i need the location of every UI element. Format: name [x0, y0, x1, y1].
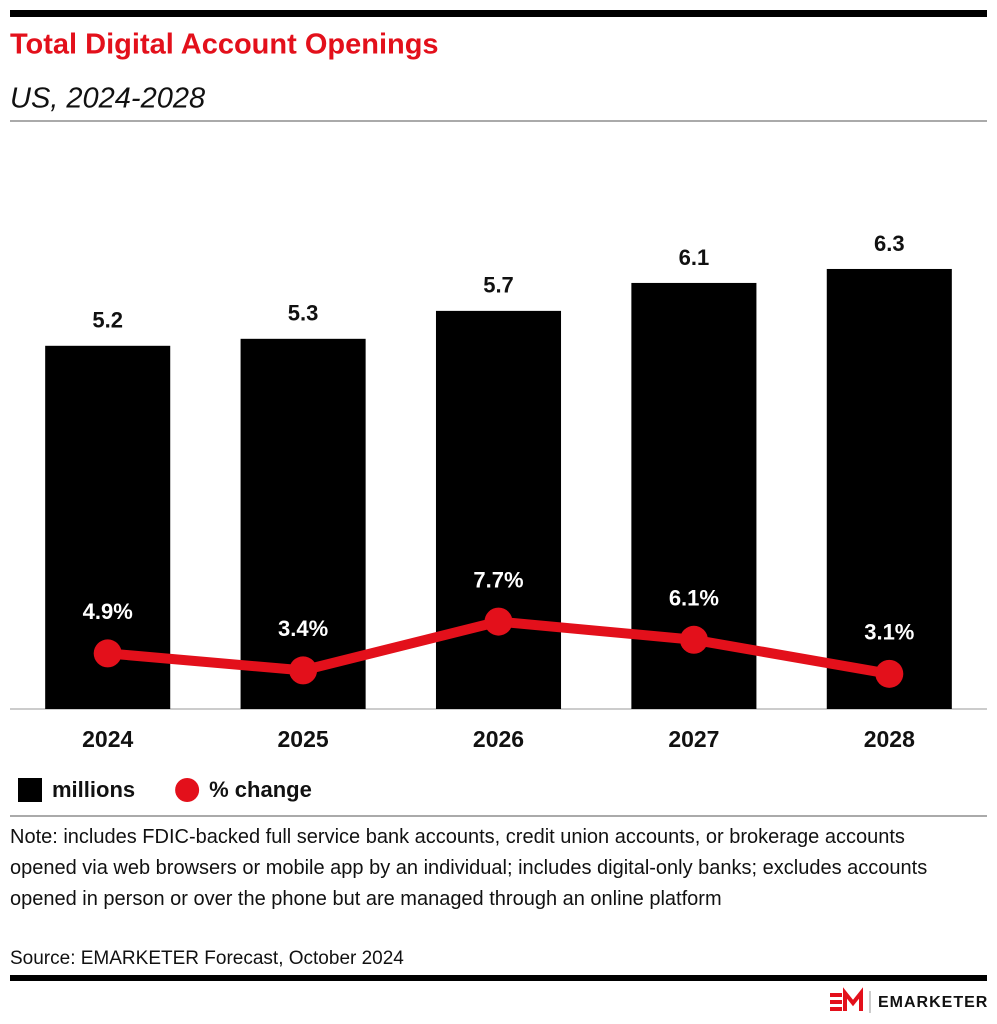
source: Source: EMARKETER Forecast, October 2024 — [10, 948, 404, 969]
brand: EMARKETER — [878, 994, 988, 1011]
logo — [830, 987, 871, 1013]
bar-value-label: 5.3 — [288, 301, 319, 326]
chart-title: Total Digital Account Openings — [10, 29, 439, 61]
bar — [240, 338, 366, 709]
note: Note: includes FDIC-backed full service … — [10, 826, 928, 910]
bottom-rule — [10, 975, 987, 981]
line-marker — [875, 659, 904, 688]
bar-value-label: 6.3 — [874, 231, 905, 256]
line-value-label: 6.1% — [669, 586, 719, 611]
x-tick-label: 2028 — [864, 726, 915, 752]
bar-value-label: 5.7 — [483, 273, 514, 298]
line-value-label: 3.1% — [864, 620, 914, 645]
line-marker — [289, 656, 318, 685]
bar-value-label: 5.2 — [92, 308, 123, 333]
bar — [826, 268, 952, 709]
x-tick-label: 2024 — [82, 726, 133, 752]
bar-value-label: 6.1 — [679, 245, 710, 270]
x-tick-label: 2025 — [278, 726, 329, 752]
bar — [435, 310, 562, 709]
line-value-label: 3.4% — [278, 616, 328, 641]
legend-swatch — [175, 778, 200, 802]
x-tick-label: 2026 — [473, 726, 524, 752]
chart-subtitle: US, 2024-2028 — [10, 83, 205, 115]
line-marker — [679, 625, 708, 654]
line-marker — [484, 607, 513, 636]
x-tick-label: 2027 — [668, 726, 719, 752]
line-value-label: 7.7% — [473, 567, 523, 592]
line-marker — [93, 639, 122, 668]
legend-label: millions — [52, 777, 135, 802]
legend-swatch — [18, 778, 42, 802]
line-value-label: 4.9% — [83, 599, 133, 624]
legend-label: % change — [209, 777, 312, 802]
top-rule — [10, 10, 987, 17]
